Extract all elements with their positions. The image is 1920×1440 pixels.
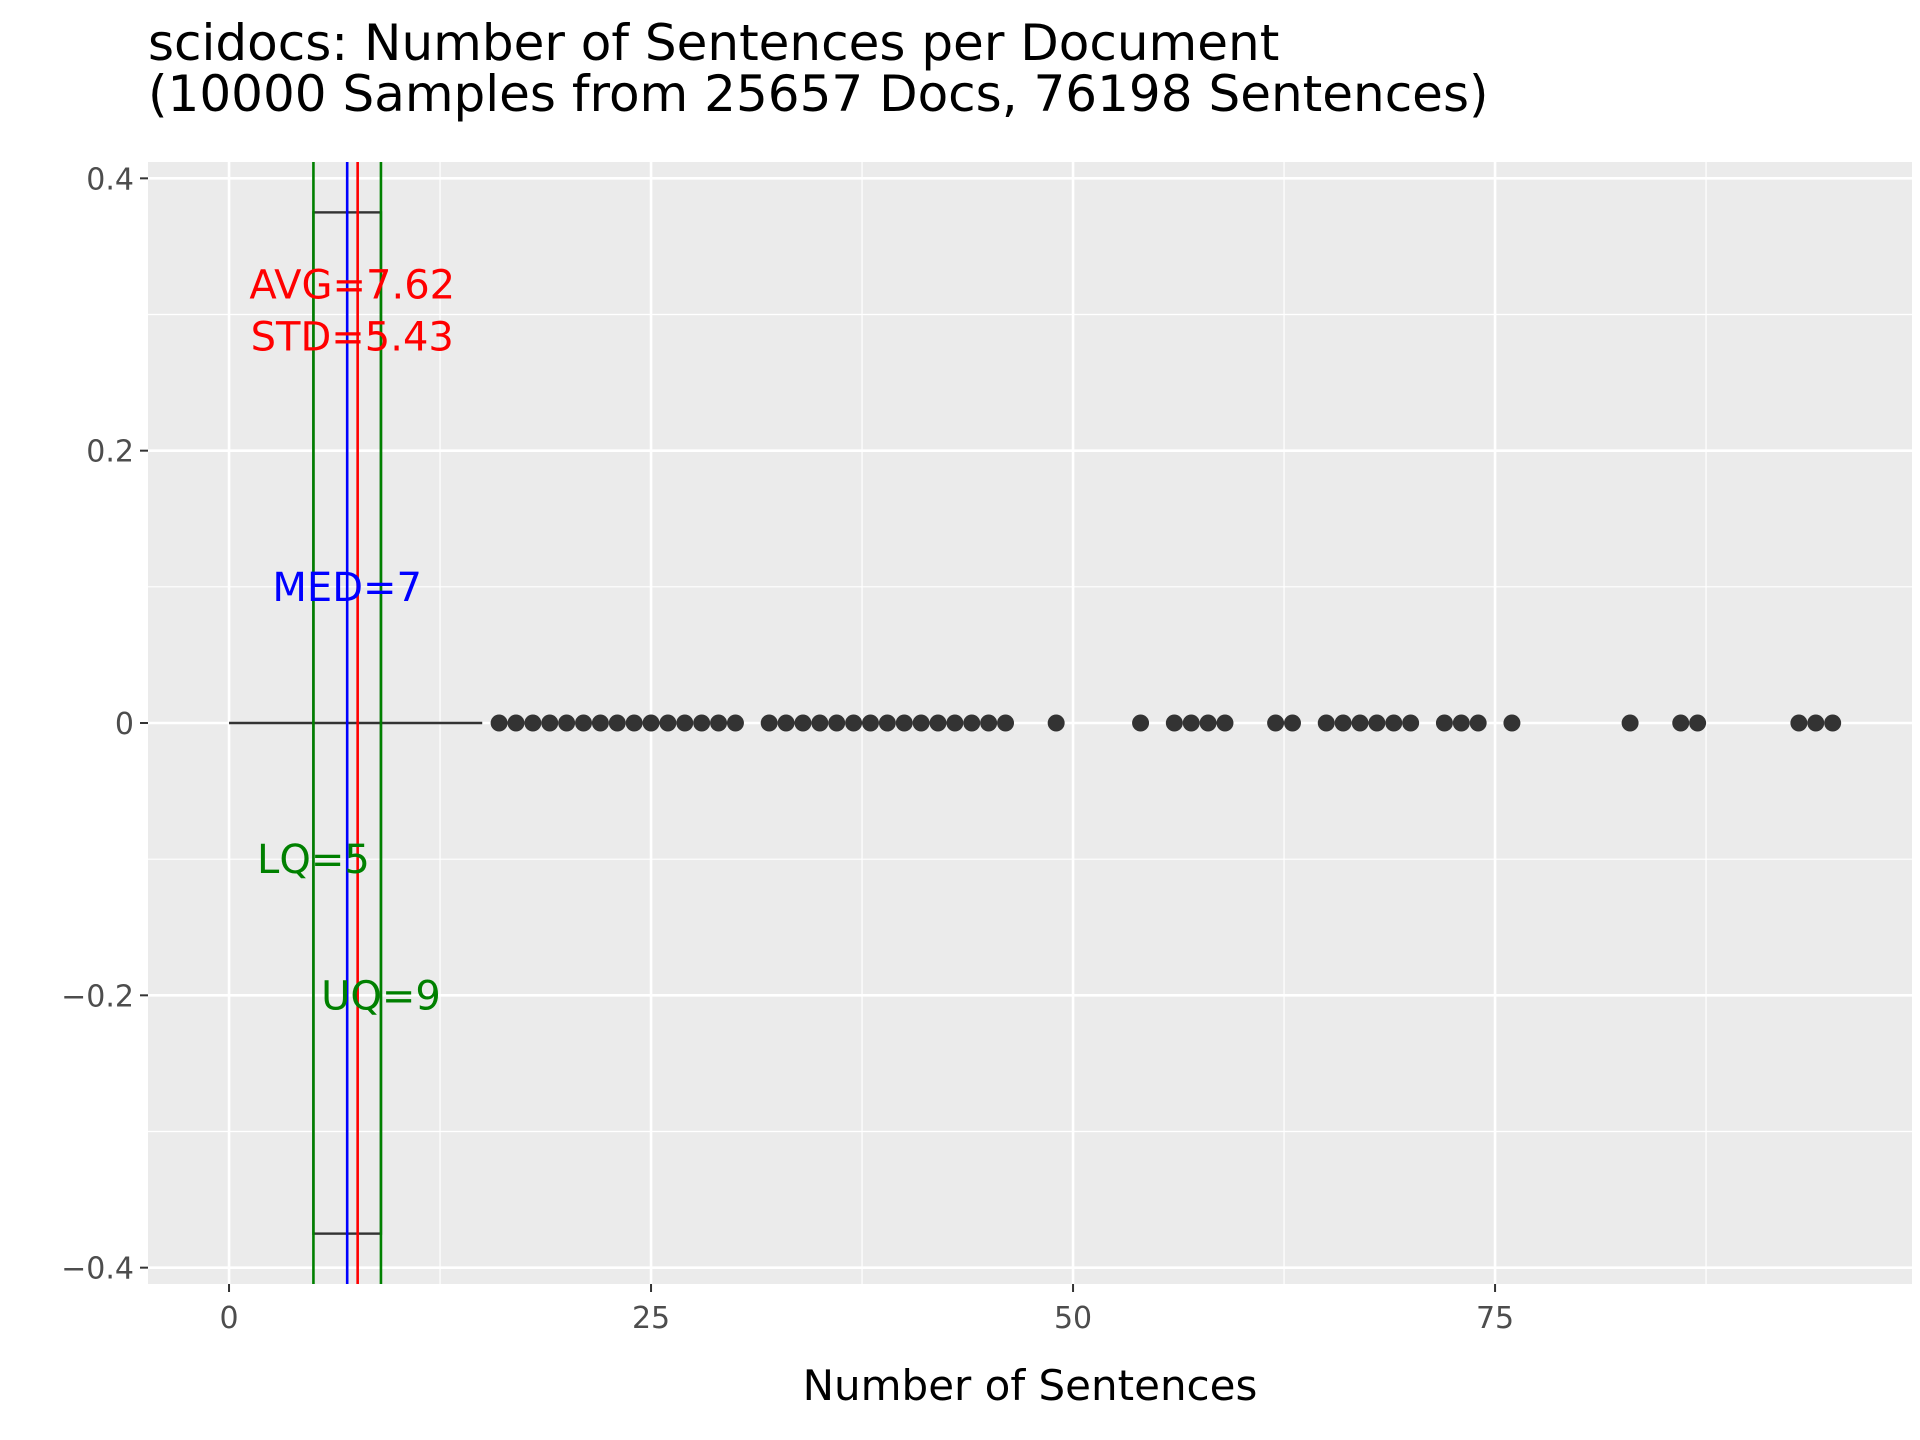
outlier-point [625,714,643,732]
outlier-point [895,714,913,732]
outlier-point [811,714,829,732]
y-tick-label: 0.4 [86,162,134,197]
outlier-point [794,714,812,732]
annotation-label: MED=7 [272,565,422,611]
x-tick-label: 0 [219,1301,238,1336]
y-axis: 0.4 0.2 0 −0.2 −0.4 [61,162,148,1287]
outlier-point [507,714,525,732]
outlier-point [828,714,846,732]
outlier-point [1047,714,1065,732]
outlier-point [760,714,778,732]
outlier-point [1182,714,1200,732]
outlier-point [980,714,998,732]
outlier-point [1267,714,1285,732]
outlier-point [541,714,559,732]
y-tick-label: −0.2 [61,979,134,1014]
outlier-point [845,714,863,732]
outlier-point [710,714,728,732]
outlier-point [642,714,660,732]
outlier-point [1807,714,1825,732]
chart-subtitle: (10000 Samples from 25657 Docs, 76198 Se… [148,65,1489,123]
outlier-point [524,714,542,732]
outlier-point [676,714,694,732]
outlier-point [1132,714,1150,732]
outlier-point [1790,714,1808,732]
outlier-point [1216,714,1234,732]
outlier-point [558,714,576,732]
outlier-points [490,714,1842,732]
outlier-point [1824,714,1842,732]
outlier-point [963,714,981,732]
y-tick-label: 0.2 [86,435,134,470]
annotation-label: UQ=9 [321,973,441,1019]
x-tick-label: 25 [632,1301,670,1336]
x-axis-label: Number of Sentences [803,1361,1258,1410]
outlier-point [490,714,508,732]
outlier-point [591,714,609,732]
outlier-point [1469,714,1487,732]
annotations: AVG=7.62 STD=5.43 MED=7 LQ=5 UQ=9 [249,263,455,1020]
outlier-point [777,714,795,732]
outlier-point [946,714,964,732]
annotation-label: STD=5.43 [251,314,454,360]
x-axis: 0 25 50 75 [219,1284,1514,1336]
annotation-label: LQ=5 [257,837,370,883]
chart-title: scidocs: Number of Sentences per Documen… [148,14,1279,72]
outlier-point [997,714,1015,732]
y-tick-label: 0 [115,707,134,742]
y-tick-label: −0.4 [61,1252,134,1287]
outlier-point [693,714,711,732]
outlier-point [912,714,930,732]
outlier-point [1689,714,1707,732]
x-tick-label: 50 [1054,1301,1092,1336]
outlier-point [608,714,626,732]
outlier-point [1503,714,1521,732]
outlier-point [1435,714,1453,732]
outlier-point [929,714,947,732]
outlier-point [726,714,744,732]
outlier-point [1317,714,1335,732]
outlier-point [1351,714,1369,732]
outlier-point [1672,714,1690,732]
outlier-point [1402,714,1420,732]
outlier-point [1368,714,1386,732]
x-tick-label: 75 [1476,1301,1514,1336]
outlier-point [861,714,879,732]
outlier-point [1283,714,1301,732]
outlier-point [1385,714,1403,732]
outlier-point [1452,714,1470,732]
outlier-point [1621,714,1639,732]
outlier-point [1334,714,1352,732]
outlier-point [659,714,677,732]
outlier-point [575,714,593,732]
outlier-point [878,714,896,732]
outlier-point [1165,714,1183,732]
reference-lines [312,162,383,1284]
annotation-label: AVG=7.62 [249,263,455,309]
outlier-point [1199,714,1217,732]
